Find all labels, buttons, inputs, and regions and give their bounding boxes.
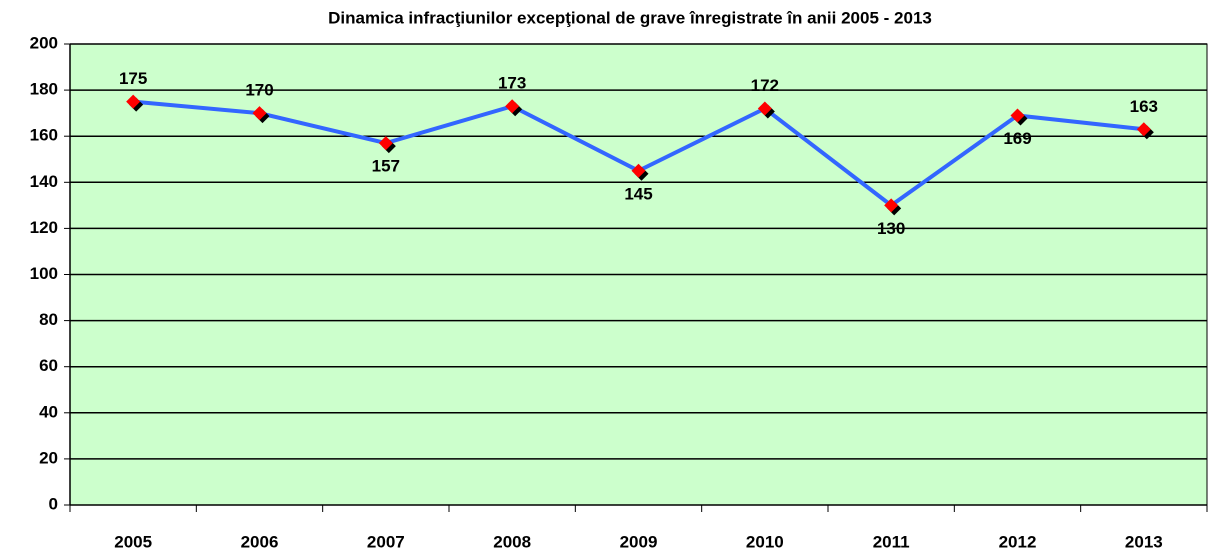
data-label: 157 [372,157,400,176]
data-label: 169 [1003,129,1031,148]
x-tick-label: 2010 [746,532,784,551]
x-tick-label: 2006 [241,532,279,551]
data-label: 170 [245,81,273,100]
x-tick-label: 2005 [114,532,152,551]
data-label: 173 [498,74,526,93]
marker [1136,122,1151,137]
x-tick-label: 2007 [367,532,405,551]
y-tick-label: 120 [30,218,58,237]
data-label: 145 [624,184,652,203]
marker [1010,108,1025,123]
y-tick-label: 0 [49,494,58,513]
chart-title: Dinamica infracţiunilor excepţional de g… [328,8,932,27]
marker [631,163,646,178]
x-tick-label: 2012 [999,532,1037,551]
x-tick-label: 2013 [1125,532,1163,551]
y-tick-label: 200 [30,33,58,52]
data-label: 163 [1130,97,1158,116]
marker [505,99,520,114]
y-tick-label: 80 [39,310,58,329]
marker [884,198,899,213]
y-tick-label: 40 [39,402,58,421]
y-tick-label: 160 [30,126,58,145]
x-tick-label: 2011 [873,532,910,551]
data-label: 172 [751,76,779,95]
y-tick-label: 100 [30,264,58,283]
y-tick-label: 60 [39,356,58,375]
marker [378,136,393,151]
x-tick-label: 2009 [620,532,658,551]
x-tick-label: 2008 [493,532,531,551]
data-label: 175 [119,69,147,88]
data-label: 130 [877,219,905,238]
y-tick-label: 20 [39,448,58,467]
y-tick-label: 140 [30,172,58,191]
marker [757,101,772,116]
marker [252,106,267,121]
y-tick-label: 180 [30,80,58,99]
marker [126,94,141,109]
